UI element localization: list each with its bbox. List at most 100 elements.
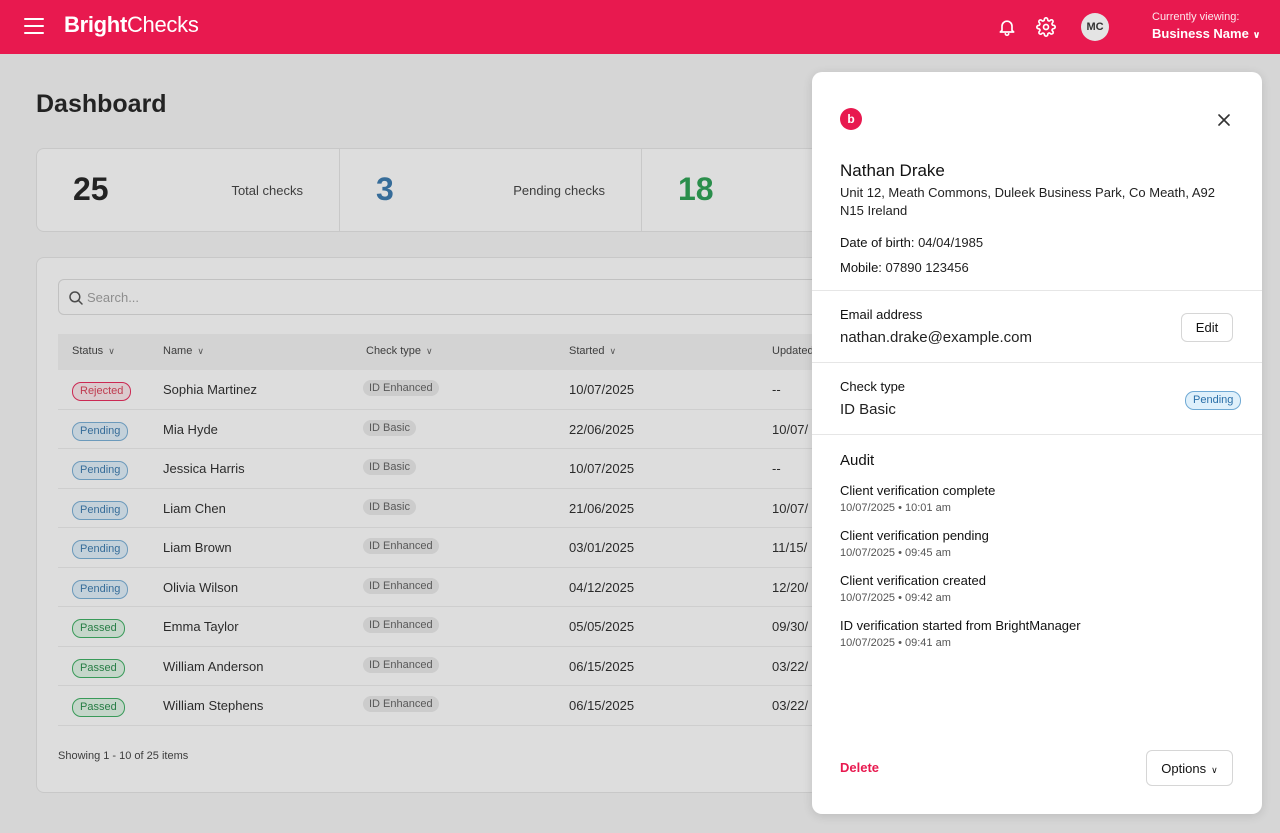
updated-cell: 09/30/ — [772, 619, 809, 634]
table-row[interactable]: Passed ID Enhanced William Stephens 06/15/2… — [58, 686, 1218, 726]
started-cell: 21/06/2025 — [569, 500, 635, 516]
stat-label: Total checks — [231, 183, 303, 198]
stat-passed-checks[interactable]: 18 — [641, 149, 943, 231]
updated-cell: 10/07/ — [772, 421, 809, 437]
audit-item: Client verification pending 10/07/2025 •… — [840, 528, 989, 559]
search-icon — [69, 291, 83, 305]
mobile: Mobile: 07890 123456 — [840, 260, 969, 275]
table-row[interactable]: Passed ID Enhanced Emma Taylor 05/05/2025 09… — [58, 607, 1218, 647]
column-label: Status — [72, 345, 104, 357]
stat-total-checks[interactable]: 25 Total checks — [37, 149, 339, 231]
started-cell: 10/07/2025 — [569, 461, 635, 476]
email-label: Email address — [840, 307, 923, 322]
business-name-dropdown[interactable]: Business Name ∨ — [1152, 26, 1261, 41]
table-row[interactable]: Passed ID Enhanced William Anderson 06/15/2… — [58, 647, 1218, 686]
brand-mark-icon: b — [840, 108, 862, 130]
audit-item-date: 10/07/2025 • 09:41 am — [840, 637, 951, 649]
check-type-chip: ID Enhanced — [363, 656, 439, 673]
column-header-check-type[interactable]: Check type ∨ — [366, 345, 433, 357]
stat-pending-checks[interactable]: 3 Pending checks — [339, 149, 641, 231]
status-cell: Pending — [72, 539, 129, 559]
check-type-chip: ID Basic — [363, 459, 416, 475]
started-cell: 05/05/2025 — [569, 619, 635, 634]
audit-item: ID verification started from BrightManag… — [840, 618, 1081, 649]
status-badge: Pending — [72, 500, 129, 520]
status-cell: Pending — [72, 579, 129, 599]
status-cell: Pending — [72, 500, 129, 520]
status-badge-label: Pending — [1185, 391, 1242, 410]
check-type-label: Check type — [840, 379, 906, 394]
search-input[interactable] — [87, 281, 807, 313]
status-badge: Pending — [72, 421, 129, 441]
status-badge: Rejected — [72, 382, 132, 401]
column-header-status[interactable]: Status ∨ — [72, 345, 115, 357]
table-row[interactable]: Pending ID Basic Mia Hyde 22/06/2025 10/07/ — [58, 410, 1218, 449]
name-cell: Olivia Wilson — [163, 579, 239, 595]
name-cell: Mia Hyde — [163, 421, 218, 437]
page-title: Dashboard — [36, 90, 167, 118]
audit-item: Client verification created 10/07/2025 •… — [840, 573, 986, 604]
brand-name-part1: Bright — [64, 12, 127, 37]
stat-value: 3 — [376, 171, 394, 207]
updated-cell: 03/22/ — [772, 698, 809, 713]
status-cell: Passed — [72, 658, 125, 678]
audit-item: Client verification complete 10/07/2025 … — [840, 483, 995, 514]
divider — [812, 362, 1262, 363]
stat-value: 25 — [73, 171, 109, 207]
check-type-chip: ID Basic — [363, 419, 416, 436]
brand-logo[interactable]: BrightChecks — [64, 12, 199, 38]
started-cell: 10/07/2025 — [569, 382, 635, 397]
options-label: Options — [1161, 760, 1207, 776]
name-cell: Liam Chen — [163, 500, 226, 516]
table-row[interactable]: Pending ID Enhanced Olivia Wilson 04/12/202… — [58, 568, 1218, 607]
column-label: Name — [163, 345, 193, 357]
audit-item-title: Client verification complete — [840, 483, 996, 498]
date-of-birth: Date of birth: 04/04/1985 — [840, 235, 983, 250]
stat-value: 18 — [678, 171, 714, 207]
chevron-down-icon: ∨ — [609, 346, 617, 356]
table-row[interactable]: Pending ID Enhanced Liam Brown 03/01/2025 11… — [58, 528, 1218, 568]
email-value: nathan.drake@example.com — [840, 329, 1032, 346]
chevron-down-icon: ∨ — [1211, 764, 1218, 775]
currently-viewing-label: Currently viewing: — [1152, 11, 1240, 23]
bell-icon[interactable] — [997, 17, 1017, 37]
client-address: Unit 12, Meath Commons, Duleek Business … — [840, 185, 1216, 218]
updated-cell: 10/07/ — [772, 500, 809, 516]
updated-cell: 11/15/ — [772, 540, 808, 555]
started-cell: 22/06/2025 — [569, 421, 635, 437]
check-type-value: ID Basic — [840, 401, 896, 418]
status-badge: Pending — [72, 540, 129, 559]
close-icon[interactable] — [1214, 110, 1234, 130]
table-row[interactable]: Pending ID Basic Jessica Harris 10/07/2025 -… — [58, 449, 1218, 489]
audit-item-date: 10/07/2025 • 09:45 am — [840, 547, 951, 559]
updated-cell: 03/22/ — [772, 658, 809, 674]
mobile-label: Mobile: — [840, 260, 882, 275]
status-cell: Pending — [72, 421, 129, 441]
user-avatar[interactable]: MC — [1081, 13, 1109, 41]
table-row[interactable]: Rejected ID Enhanced Sophia Martinez 10/07/… — [58, 370, 1218, 410]
name-cell: Sophia Martinez — [163, 382, 257, 397]
column-header-started[interactable]: Started ∨ — [569, 345, 616, 357]
column-header-name[interactable]: Name ∨ — [163, 345, 204, 357]
check-type-chip: ID Enhanced — [363, 380, 439, 396]
delete-button[interactable]: Delete — [840, 760, 880, 775]
menu-icon[interactable] — [24, 18, 44, 34]
audit-title: Audit — [840, 452, 875, 469]
check-type-chip: ID Enhanced — [363, 577, 439, 594]
started-cell: 06/15/2025 — [569, 658, 635, 674]
search-box — [58, 279, 818, 315]
column-header-updated[interactable]: Updated — [772, 345, 814, 357]
name-cell: William Stephens — [163, 698, 264, 713]
dob-value: 04/04/1985 — [918, 235, 984, 250]
updated-cell: 12/20/ — [772, 579, 809, 595]
gear-icon[interactable] — [1036, 17, 1056, 37]
client-name: Nathan Drake — [840, 161, 945, 180]
business-name: Business Name — [1152, 26, 1249, 41]
updated-cell: -- — [772, 461, 781, 476]
table-row[interactable]: Pending ID Basic Liam Chen 21/06/2025 10/07/ — [58, 489, 1218, 528]
chevron-down-icon: ∨ — [197, 346, 204, 356]
options-dropdown-button[interactable]: Options ∨ — [1146, 750, 1233, 786]
check-status-badge: Pending — [1185, 390, 1242, 410]
audit-item-title: Client verification pending — [840, 528, 989, 543]
edit-email-button[interactable]: Edit — [1181, 313, 1233, 342]
